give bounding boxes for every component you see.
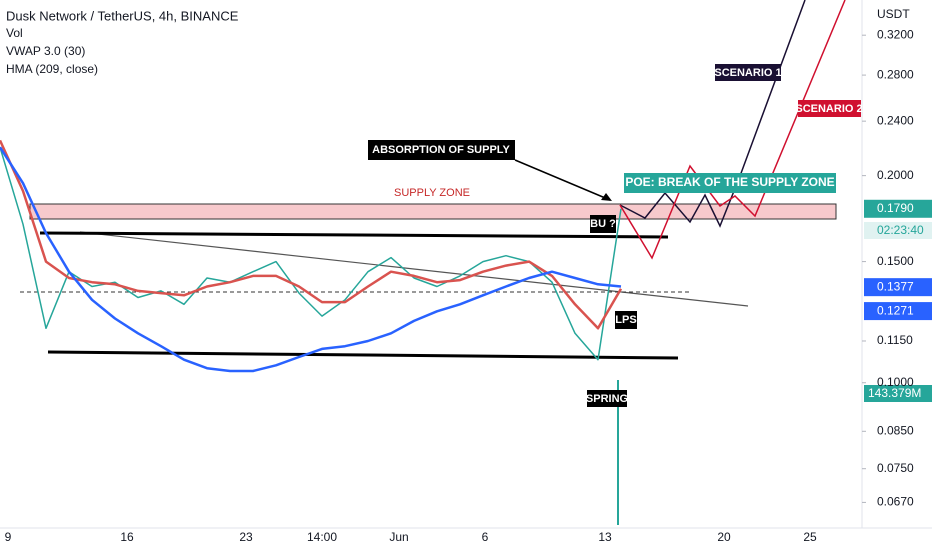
- poe-label: POE: BREAK OF THE SUPPLY ZONE: [625, 175, 834, 189]
- price-badge-label: 0.1271: [877, 303, 914, 317]
- volume-label: 143.379M: [868, 386, 921, 400]
- arrow-head: [601, 193, 612, 201]
- tag: [615, 311, 637, 329]
- x-tick-label: 23: [239, 530, 253, 544]
- price-badge: [864, 302, 932, 321]
- support-line: [47, 350, 679, 360]
- x-tick-label: 16: [120, 530, 134, 544]
- legend-item: VWAP 3.0 (30): [6, 44, 85, 58]
- trendline: [79, 231, 749, 307]
- price-badge: [864, 199, 932, 218]
- price-badge: [864, 278, 932, 297]
- y-tick-label: 0.1000: [877, 375, 914, 389]
- y-tick-label: 0.2000: [877, 168, 914, 182]
- tag: [798, 100, 861, 117]
- tag: [590, 215, 616, 233]
- scenario-2-path: [619, 0, 846, 260]
- series-line: [0, 146, 622, 373]
- countdown: 02:23:40: [877, 223, 924, 237]
- volume-badge: [864, 385, 932, 402]
- y-tick-label: 0.0670: [877, 495, 914, 509]
- scenario-2-label: SCENARIO 2: [795, 103, 862, 115]
- y-tick-label: 0.2800: [877, 67, 914, 81]
- x-tick-label: 9: [5, 530, 12, 544]
- spring-label: SPRING: [586, 393, 628, 405]
- price-badge-label: 0.1377: [877, 279, 914, 293]
- bu-label: BU ?: [590, 218, 616, 230]
- y-tick-label: 0.1500: [877, 254, 914, 268]
- legend-item: Vol: [6, 26, 23, 40]
- x-tick-label: 14:00: [307, 530, 337, 544]
- y-tick-label: 0.0850: [877, 423, 914, 437]
- tag: [368, 140, 515, 160]
- price-badge-label: 0.1790: [877, 201, 914, 215]
- series-line: [0, 139, 623, 330]
- x-tick-label: 20: [717, 530, 731, 544]
- arrow: [514, 159, 611, 201]
- y-tick-label: 0.0750: [877, 461, 914, 475]
- y-tick-label: 0.3200: [877, 27, 914, 41]
- supply-zone-label: SUPPLY ZONE: [394, 187, 470, 199]
- chart-title: Dusk Network / TetherUS, 4h, BINANCE: [6, 8, 239, 23]
- lps-label: LPS: [615, 314, 636, 326]
- legend-item: HMA (209, close): [6, 62, 98, 76]
- tag: [624, 173, 836, 193]
- y-unit: USDT: [877, 7, 910, 21]
- y-tick-label: 0.1150: [877, 333, 913, 347]
- x-tick-label: 13: [598, 530, 612, 544]
- resistance-line: [39, 231, 669, 239]
- x-tick-label: 6: [482, 530, 489, 544]
- tag: [587, 390, 627, 407]
- countdown-badge: [864, 222, 932, 239]
- x-tick-label: 25: [803, 530, 817, 544]
- absorption-label: ABSORPTION OF SUPPLY: [372, 144, 510, 156]
- tag: [715, 64, 781, 81]
- y-tick-label: 0.2400: [877, 113, 914, 127]
- scenario-1-label: SCENARIO 1: [714, 67, 781, 79]
- x-tick-label: Jun: [389, 530, 408, 544]
